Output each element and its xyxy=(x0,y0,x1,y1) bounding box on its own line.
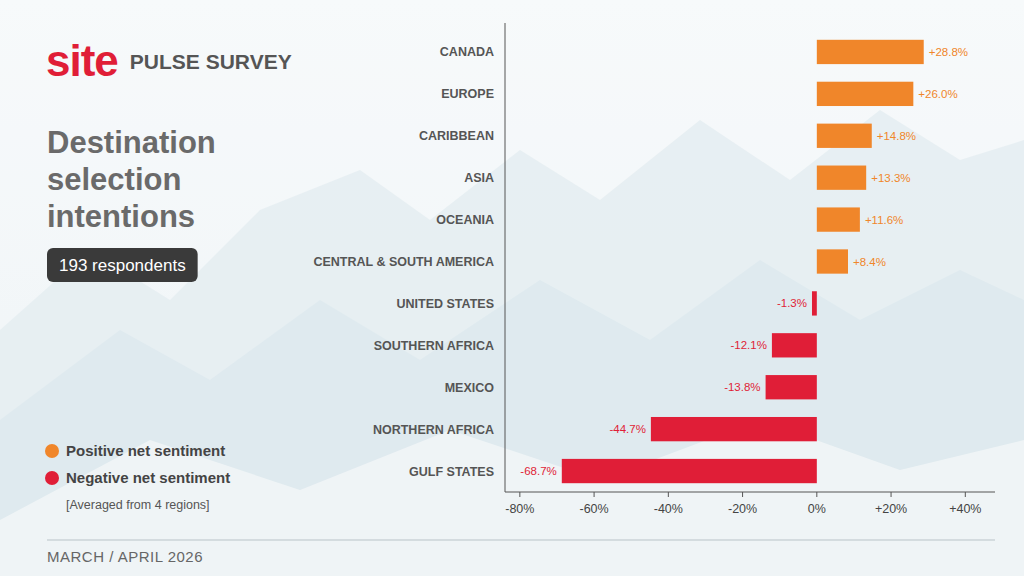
note: [Averaged from 4 regions] xyxy=(66,498,210,512)
respondents-badge: 193 respondents xyxy=(47,248,198,282)
bar xyxy=(772,333,817,357)
background xyxy=(0,0,1024,576)
x-tick-label: +20% xyxy=(875,502,907,516)
header: PULSE SURVEY xyxy=(130,50,292,73)
category-labels: CANADA EUROPE CARIBBEAN ASIA OCEANIA CENTRAL … xyxy=(313,45,494,478)
category-label: NORTHERN AFRICA xyxy=(373,423,494,437)
category-label: ASIA xyxy=(464,171,494,185)
data-label: +28.8% xyxy=(929,46,968,58)
bar xyxy=(817,124,872,148)
x-tick-label: -40% xyxy=(654,502,683,516)
x-tick xyxy=(742,492,743,497)
x-axis-line xyxy=(505,492,995,493)
page: {"chart_data": { "type": "bar", "orienta… xyxy=(0,0,1024,576)
title-line: Destination xyxy=(47,125,216,160)
category-label: UNITED STATES xyxy=(397,297,494,311)
category-label: CENTRAL & SOUTH AMERICA xyxy=(313,255,494,269)
legend-swatch xyxy=(45,471,59,485)
data-label: -68.7% xyxy=(520,465,556,477)
data-label: -13.8% xyxy=(724,381,760,393)
axes: -80% -60% -40% -20% 0% +20% +40% xyxy=(505,23,995,516)
data-labels: +28.8% +26.0% +14.8% +13.3% +11.6% +8.4% -1.3%… xyxy=(520,46,968,477)
category-label: GULF STATES xyxy=(409,465,494,479)
legend-swatch xyxy=(45,444,59,458)
bar xyxy=(817,82,914,106)
bars xyxy=(562,40,924,483)
x-tick-label: -80% xyxy=(505,502,534,516)
data-label: -1.3% xyxy=(777,297,807,309)
legend-label: Negative net sentiment xyxy=(66,469,230,486)
title: Destinationselectionintentions xyxy=(47,125,216,234)
veil xyxy=(0,0,1024,576)
bar xyxy=(812,291,817,315)
bar xyxy=(766,375,817,399)
data-label: -12.1% xyxy=(730,339,766,351)
x-tick xyxy=(668,492,669,497)
date: MARCH / APRIL 2026 xyxy=(47,548,203,565)
category-label: MEXICO xyxy=(445,381,495,395)
bar xyxy=(817,207,860,231)
x-tick-label: -20% xyxy=(728,502,757,516)
category-label: CANADA xyxy=(440,45,494,59)
y-axis-line xyxy=(505,23,506,492)
x-tick xyxy=(816,492,817,497)
data-label: +13.3% xyxy=(871,172,910,184)
data-label: +14.8% xyxy=(877,130,916,142)
x-tick-label: -60% xyxy=(579,502,608,516)
chart-root: site PULSE SURVEY Destinationselectioninte… xyxy=(0,0,1024,576)
category-label: OCEANIA xyxy=(436,213,494,227)
x-tick-label: 0% xyxy=(808,502,826,516)
logo: site xyxy=(46,36,118,85)
category-label: EUROPE xyxy=(441,87,494,101)
bar xyxy=(817,166,866,190)
badge-box xyxy=(47,248,198,282)
category-label: CARIBBEAN xyxy=(419,129,494,143)
legend: Positive net sentiment Negative net senti… xyxy=(45,442,230,512)
x-tick xyxy=(891,492,892,497)
data-label: +11.6% xyxy=(865,214,903,226)
legend-label: Positive net sentiment xyxy=(66,442,225,459)
bar xyxy=(817,249,848,273)
respondents: 193 respondents xyxy=(59,256,186,275)
footer-rule xyxy=(47,540,995,541)
title-line: intentions xyxy=(47,199,195,234)
bar xyxy=(562,459,817,483)
data-label: +26.0% xyxy=(918,88,957,100)
bar xyxy=(651,417,817,441)
x-tick xyxy=(594,492,595,497)
title-line: selection xyxy=(47,162,181,197)
data-label: -44.7% xyxy=(609,423,645,435)
category-label: SOUTHERN AFRICA xyxy=(374,339,494,353)
x-tick xyxy=(519,492,520,497)
x-tick-label: +40% xyxy=(949,502,981,516)
x-tick xyxy=(965,492,966,497)
bar xyxy=(817,40,924,64)
data-label: +8.4% xyxy=(853,256,886,268)
